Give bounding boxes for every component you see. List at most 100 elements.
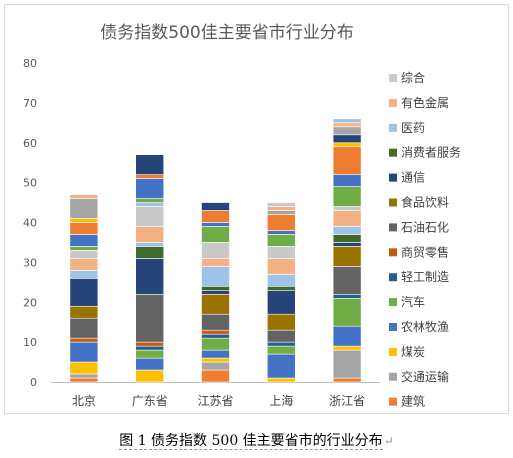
bar-segment <box>135 174 164 179</box>
bar-segment <box>332 377 362 383</box>
bar-segment <box>266 353 296 379</box>
legend-swatch <box>389 273 397 282</box>
legend-swatch <box>389 173 397 182</box>
bar-segment <box>332 349 362 379</box>
bar-segment <box>135 293 164 343</box>
chart-frame: 债务指数500佳主要省市行业分布 0 10 20 30 40 50 60 70 80 北京 广东省 江… <box>4 4 509 414</box>
bar-segment <box>69 317 99 339</box>
bar-segment <box>201 258 230 267</box>
x-tick-label: 广东省 <box>132 394 168 408</box>
legend-swatch <box>389 372 397 381</box>
bar-segment <box>201 242 230 259</box>
chart-title: 债务指数500佳主要省市行业分布 <box>100 23 353 43</box>
bar-segment <box>201 369 230 383</box>
bar-segment <box>69 222 99 235</box>
bar-segment <box>266 377 296 383</box>
bar-segment <box>69 246 99 251</box>
bar-segment <box>69 258 99 271</box>
legend-label: 建筑 <box>401 394 425 409</box>
bar-segment <box>266 274 296 287</box>
bar-segment <box>201 285 230 291</box>
chart: 债务指数500佳主要省市行业分布 0 10 20 30 40 50 60 70 80 北京 广东省 江… <box>23 23 461 409</box>
bar-segment <box>332 246 362 267</box>
bar-segment <box>69 337 99 343</box>
y-tick-label: 60 <box>23 137 37 150</box>
bar-segment <box>201 329 230 335</box>
bar-segment <box>201 210 230 223</box>
legend-swatch <box>389 298 397 307</box>
x-tick-label: 北京 <box>72 394 96 408</box>
bar-segment <box>201 313 230 331</box>
bar-segment <box>266 313 296 331</box>
x-tick-label: 上海 <box>269 393 293 408</box>
bar-segment <box>201 226 230 243</box>
bar-segment <box>332 206 362 211</box>
bar-segment <box>201 357 230 363</box>
bar-segment <box>201 266 230 287</box>
legend-label: 有色金属 <box>401 95 449 110</box>
legend-label: 农林牧渔 <box>401 320 449 334</box>
bar-segment <box>266 329 296 343</box>
legend-label: 汽车 <box>401 294 425 309</box>
legend: 综合有色金属医药消费者服务通信食品饮料石油石化商贸零售轻工制造汽车农林牧渔煤炭交… <box>389 70 461 409</box>
bar-segment <box>201 337 230 351</box>
legend-swatch <box>389 323 397 331</box>
bar-segment <box>266 289 296 315</box>
legend-label: 商贸零售 <box>401 244 449 259</box>
bar-segment <box>201 202 230 211</box>
legend-swatch <box>389 198 397 207</box>
legend-label: 综合 <box>401 70 425 85</box>
bar-segment <box>266 206 296 211</box>
bar-segment <box>69 194 99 199</box>
bar-segment <box>135 369 164 383</box>
y-tick-label: 50 <box>23 177 37 190</box>
legend-label: 煤炭 <box>401 345 425 359</box>
x-tick-label: 浙江省 <box>329 394 365 408</box>
bar-segment <box>69 270 99 279</box>
bar-segment <box>332 146 362 175</box>
bar-segment <box>332 266 362 295</box>
legend-label: 交通运输 <box>401 369 449 384</box>
bar-segment <box>201 349 230 359</box>
bar-segment <box>201 289 230 295</box>
bar-segment <box>69 373 99 379</box>
bar-segment <box>135 258 164 295</box>
bar-segment <box>332 325 362 347</box>
bar-segment <box>135 154 164 175</box>
bar-segment <box>266 214 296 231</box>
bar-segment <box>69 218 99 223</box>
bar-segment <box>266 230 296 235</box>
bar-segment <box>332 186 362 207</box>
bar-segment <box>332 226 362 235</box>
bar-segment <box>266 258 296 275</box>
legend-label: 通信 <box>401 171 425 185</box>
bar-segment <box>266 202 296 207</box>
bar-segment <box>332 234 362 243</box>
legend-swatch <box>389 223 397 232</box>
y-tick-label: 30 <box>23 256 37 269</box>
bar-segment <box>332 122 362 128</box>
legend-label: 轻工制造 <box>401 270 449 284</box>
bar-segment <box>201 361 230 371</box>
bar-segment <box>332 174 362 187</box>
legend-swatch <box>389 123 397 132</box>
bar-segment <box>332 134 362 144</box>
y-tick-label: 80 <box>23 57 37 70</box>
bar-segment <box>201 222 230 227</box>
bar-segment <box>332 142 362 148</box>
bar-segment <box>135 349 164 359</box>
y-tick-label: 20 <box>23 296 37 309</box>
x-tick-label: 江苏省 <box>197 394 233 408</box>
legend-label: 食品饮料 <box>401 195 449 210</box>
bar-segment <box>135 178 164 199</box>
bar-segment <box>69 341 99 363</box>
bar-segment <box>135 202 164 207</box>
y-tick-label: 0 <box>30 376 37 389</box>
bar-segment <box>266 246 296 259</box>
bar-segment <box>201 333 230 339</box>
bar-segment <box>69 234 99 247</box>
bar-segment <box>135 341 164 347</box>
bar-segment <box>266 341 296 347</box>
y-tick-label: 10 <box>23 336 37 349</box>
legend-swatch <box>389 347 397 356</box>
